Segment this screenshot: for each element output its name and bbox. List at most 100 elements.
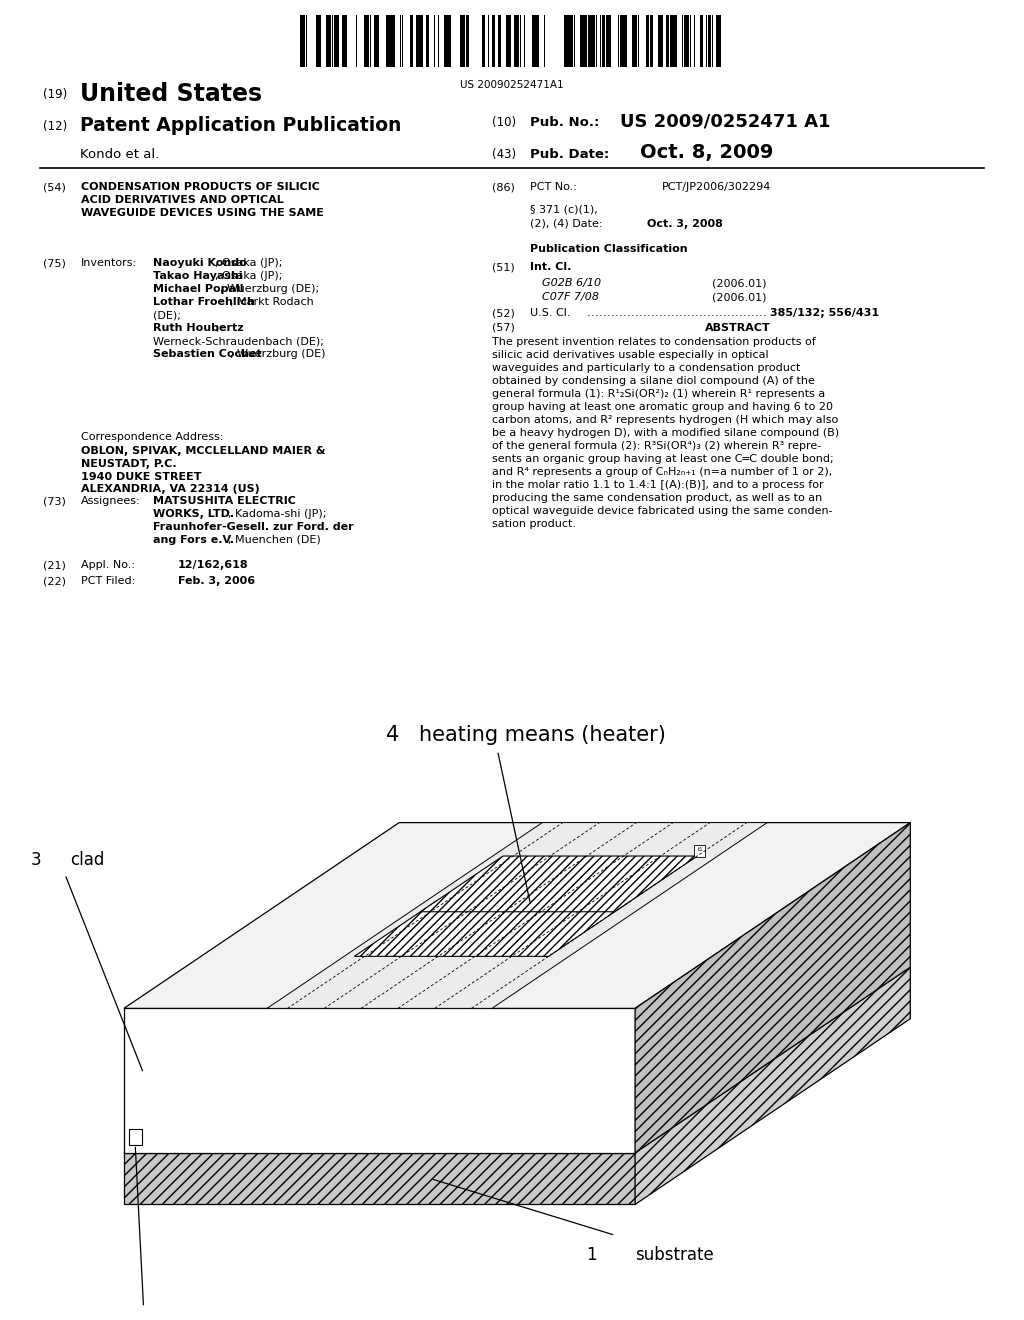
Bar (466, 15, 469, 67)
Text: PCT/JP2006/302294: PCT/JP2006/302294 (662, 182, 771, 191)
Text: optical waveguide device fabricated using the same conden-: optical waveguide device fabricated usin… (492, 506, 833, 516)
Text: United States: United States (80, 82, 262, 106)
Bar (584, 15, 586, 67)
Text: .: . (623, 308, 627, 318)
Text: , Osaka (JP);: , Osaka (JP); (215, 271, 283, 281)
Text: CONDENSATION PRODUCTS OF SILICIC
ACID DERIVATIVES AND OPTICAL
WAVEGUIDE DEVICES : CONDENSATION PRODUCTS OF SILICIC ACID DE… (81, 182, 324, 218)
Text: .: . (746, 308, 751, 318)
Bar (582, 15, 584, 67)
Text: .: . (671, 308, 675, 318)
Text: 385/132; 556/431: 385/132; 556/431 (770, 308, 880, 318)
Text: .: . (643, 308, 646, 318)
Text: group having at least one aromatic group and having 6 to 20: group having at least one aromatic group… (492, 403, 833, 412)
Bar (568, 15, 572, 67)
Bar (602, 15, 605, 67)
Text: .: . (615, 308, 618, 318)
Text: Feb. 3, 2006: Feb. 3, 2006 (178, 576, 255, 586)
Text: clad: clad (70, 851, 104, 869)
Text: .: . (735, 308, 738, 318)
Text: .: . (595, 308, 599, 318)
Bar (564, 15, 566, 67)
Text: Inventors:: Inventors: (81, 257, 137, 268)
Bar (342, 15, 347, 67)
Text: Fraunhofer-Gesell. zur Ford. der
ang Fors e.V.: Fraunhofer-Gesell. zur Ford. der ang For… (153, 521, 353, 545)
Text: Pub. No.:: Pub. No.: (530, 116, 599, 129)
Bar (460, 15, 462, 67)
Text: Michael Popall: Michael Popall (153, 284, 244, 294)
Bar (700, 15, 703, 67)
Polygon shape (124, 968, 910, 1152)
Text: .: . (675, 308, 679, 318)
Text: Oct. 8, 2009: Oct. 8, 2009 (640, 143, 773, 162)
Text: (73): (73) (43, 496, 66, 506)
Text: .: . (631, 308, 635, 318)
Bar (650, 15, 653, 67)
Text: 1: 1 (586, 1246, 597, 1263)
Bar (588, 15, 592, 67)
Text: (22): (22) (43, 576, 66, 586)
Text: .: . (599, 308, 603, 318)
Text: .: . (618, 308, 623, 318)
Bar (666, 15, 669, 67)
Text: , Wuerzburg (DE): , Wuerzburg (DE) (229, 348, 326, 359)
Bar (444, 15, 446, 67)
Text: (43): (43) (492, 148, 516, 161)
Text: of the general formula (2): R³Si(OR⁴)₃ (2) wherein R³ repre-: of the general formula (2): R³Si(OR⁴)₃ (… (492, 441, 821, 451)
Text: silicic acid derivatives usable especially in optical: silicic acid derivatives usable especial… (492, 350, 769, 360)
Bar (514, 15, 518, 67)
Bar (498, 15, 501, 67)
Bar (658, 15, 663, 67)
Text: , Wuerzburg (DE);: , Wuerzburg (DE); (220, 284, 319, 294)
Text: .: . (591, 308, 595, 318)
Text: .: . (659, 308, 663, 318)
Bar (646, 15, 649, 67)
Text: .: . (687, 308, 690, 318)
Text: .: . (743, 308, 746, 318)
Text: (54): (54) (43, 182, 66, 191)
Text: , Osaka (JP);: , Osaka (JP); (215, 257, 283, 268)
Text: ABSTRACT: ABSTRACT (706, 323, 771, 333)
Text: Assignees:: Assignees: (81, 496, 140, 506)
Text: Pub. Date:: Pub. Date: (530, 148, 609, 161)
Text: t1: t1 (698, 847, 703, 851)
Text: US 20090252471A1: US 20090252471A1 (460, 81, 564, 90)
Bar (374, 15, 378, 67)
Bar (416, 15, 420, 67)
Text: .: . (635, 308, 639, 318)
Text: Takao Hayashi: Takao Hayashi (153, 271, 243, 281)
Text: Naoyuki Kondo: Naoyuki Kondo (153, 257, 247, 268)
Bar (684, 15, 689, 67)
Text: PCT No.:: PCT No.: (530, 182, 577, 191)
Bar (592, 15, 595, 67)
Text: .: . (755, 308, 759, 318)
Text: .: . (719, 308, 723, 318)
Bar (336, 15, 339, 67)
Bar (364, 15, 366, 67)
Bar (620, 15, 624, 67)
Bar (386, 15, 390, 67)
Text: (86): (86) (492, 182, 515, 191)
Text: (51): (51) (492, 261, 515, 272)
Bar (708, 15, 711, 67)
Polygon shape (421, 857, 697, 912)
Text: Appl. No.:: Appl. No.: (81, 560, 135, 570)
Polygon shape (124, 1152, 635, 1204)
Bar (316, 15, 318, 67)
Text: The present invention relates to condensation products of: The present invention relates to condens… (492, 337, 816, 347)
Polygon shape (354, 900, 631, 957)
Bar (334, 15, 336, 67)
Text: .: . (651, 308, 654, 318)
Text: C07F 7/08: C07F 7/08 (542, 292, 599, 302)
Text: be a heavy hydrogen D), with a modified silane compound (B): be a heavy hydrogen D), with a modified … (492, 428, 839, 438)
Polygon shape (129, 1129, 141, 1144)
Text: .: . (607, 308, 610, 318)
Bar (462, 15, 464, 67)
Text: .: . (723, 308, 727, 318)
Text: .: . (703, 308, 707, 318)
Text: obtained by condensing a silane diol compound (A) of the: obtained by condensing a silane diol com… (492, 376, 815, 385)
Text: .: . (715, 308, 719, 318)
Bar (506, 15, 510, 67)
Bar (392, 15, 395, 67)
Text: PCT Filed:: PCT Filed: (81, 576, 135, 586)
Text: (75): (75) (43, 257, 66, 268)
